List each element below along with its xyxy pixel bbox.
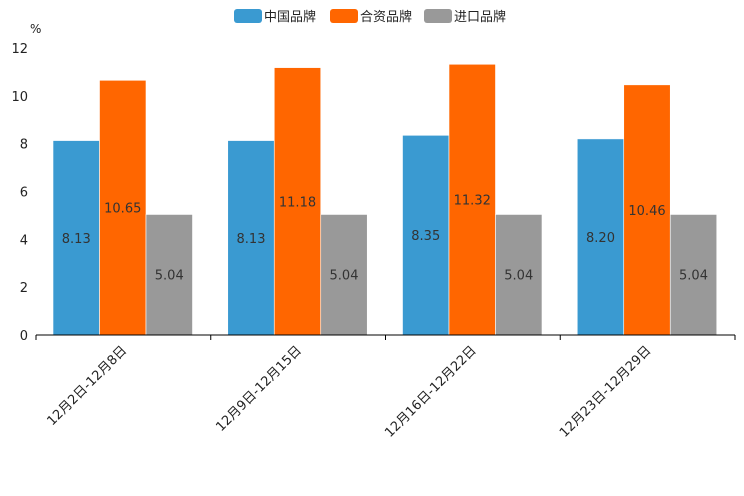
- y-tick-label: 2: [20, 281, 28, 296]
- bar: [145, 214, 193, 336]
- data-labels: 8.13 10.65 5.04 8.13 11.18 5.04 8.35 11.32 5.04 8…: [62, 194, 708, 284]
- y-tick-label: 6: [20, 186, 28, 201]
- bar: [576, 138, 625, 336]
- x-tick-label: 12月9日-12月15日: [213, 343, 305, 435]
- bar: [227, 140, 275, 336]
- data-label: 8.13: [237, 232, 266, 247]
- y-tick-label: 12: [11, 42, 28, 57]
- bar: [273, 67, 322, 336]
- legend-label: 进口品牌: [454, 9, 506, 25]
- y-tick-label: 4: [20, 233, 28, 248]
- bar: [623, 84, 671, 336]
- bars: [52, 63, 718, 336]
- legend-item[interactable]: 进口品牌: [424, 9, 506, 25]
- y-axis: 0 2 4 6 8 10 12: [11, 42, 28, 344]
- bar: [320, 214, 368, 336]
- y-tick-label: 0: [20, 329, 28, 344]
- legend-label: 中国品牌: [264, 9, 316, 25]
- y-tick-label: 8: [20, 138, 28, 153]
- x-tick-label: 12月23日-12月29日: [557, 343, 654, 440]
- y-tick-label: 10: [11, 90, 28, 105]
- x-tick-label: 12月2日-12月8日: [44, 343, 130, 429]
- legend-swatch: [234, 9, 262, 23]
- legend-item[interactable]: 中国品牌: [234, 9, 316, 25]
- x-axis: 12月2日-12月8日 12月9日-12月15日 12月16日-12月22日 12月2…: [35, 334, 736, 441]
- data-label: 5.04: [155, 269, 184, 284]
- y-axis-unit: %: [30, 22, 41, 36]
- legend-swatch: [424, 9, 452, 23]
- bar: [99, 79, 147, 336]
- data-label: 10.65: [104, 202, 141, 217]
- data-label: 5.04: [679, 269, 708, 284]
- legend-label: 合资品牌: [360, 9, 412, 25]
- bar: [448, 63, 496, 336]
- data-label: 8.13: [62, 232, 91, 247]
- legend-swatch: [330, 9, 358, 23]
- legend-item[interactable]: 合资品牌: [330, 9, 412, 25]
- data-label: 10.46: [628, 204, 665, 219]
- data-label: 11.18: [279, 195, 316, 210]
- data-label: 8.20: [586, 231, 615, 246]
- bar: [669, 214, 718, 336]
- data-label: 5.04: [504, 269, 533, 284]
- data-label: 8.35: [411, 229, 440, 244]
- data-label: 5.04: [330, 269, 359, 284]
- x-tick-label: 12月16日-12月22日: [382, 343, 479, 440]
- data-label: 11.32: [454, 194, 491, 209]
- bar: [52, 140, 100, 336]
- legend: 中国品牌 合资品牌 进口品牌: [234, 9, 506, 25]
